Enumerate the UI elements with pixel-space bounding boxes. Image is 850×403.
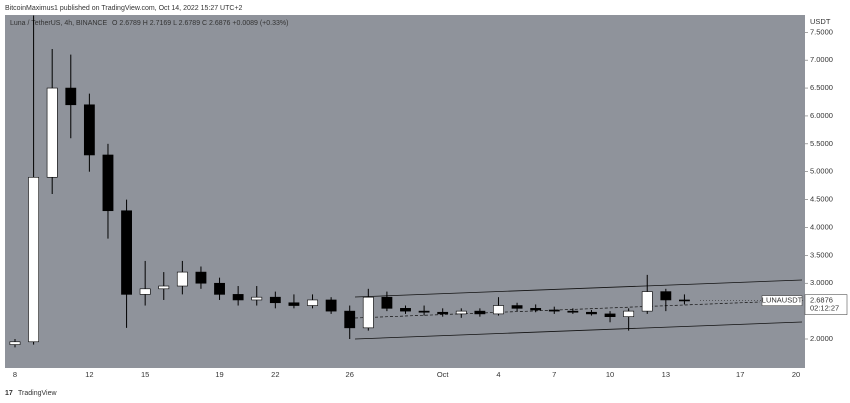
candle-body [400, 308, 411, 312]
candle-body [9, 341, 21, 345]
candle-body [567, 310, 579, 313]
candle-body [269, 296, 281, 304]
x-tick-label: 17 [736, 370, 744, 379]
axis-unit: USDT [810, 17, 831, 26]
candle-body [679, 299, 690, 302]
candle-body [102, 154, 114, 212]
price-tag [804, 294, 848, 315]
candle-body [641, 291, 653, 312]
candle-body [288, 302, 300, 306]
x-tick-label: 19 [215, 370, 223, 379]
x-tick-label: 13 [662, 370, 670, 379]
candle-body [530, 308, 542, 311]
candle-body [344, 310, 356, 329]
candle-body [325, 299, 337, 312]
symbol-label: LUNAUSDT [762, 296, 803, 305]
brand-logo: 17 [5, 390, 13, 397]
candle-body [548, 309, 560, 312]
channel-upper [354, 279, 803, 298]
x-tick-label: 22 [271, 370, 279, 379]
candle-body [83, 104, 95, 156]
candle-body [660, 291, 672, 301]
candle-body [362, 296, 374, 329]
x-tick-label: 12 [85, 370, 93, 379]
candle-body [307, 299, 318, 306]
candle-body [455, 310, 467, 315]
y-tick-label: 6.5000 [810, 83, 833, 92]
price-axis [805, 15, 850, 383]
x-tick-label: 26 [346, 370, 354, 379]
candle-body [623, 310, 635, 317]
candle-body [251, 296, 263, 301]
candle-body [28, 176, 40, 343]
plot-area [5, 15, 805, 368]
y-tick-label: 4.5000 [810, 195, 833, 204]
x-tick-label: 7 [552, 370, 556, 379]
countdown-label: 02:12:27 [810, 304, 839, 313]
candle-body [195, 271, 207, 284]
channel-lower [354, 321, 803, 340]
candle-body [121, 210, 132, 295]
candle-body [176, 271, 188, 287]
symbol-tag [761, 295, 803, 306]
last-price-label: 2.6876 [810, 296, 833, 305]
y-tick-label: 2.0000 [810, 334, 833, 343]
publisher: BitcoinMaximus1 published on TradingView… [5, 5, 243, 12]
y-tick-label: 7.0000 [810, 55, 833, 64]
x-tick-label: Oct [437, 370, 450, 379]
x-tick-label: 4 [496, 370, 500, 379]
candle-body [232, 294, 244, 301]
candles [9, 15, 690, 348]
y-tick-label: 3.0000 [810, 278, 833, 287]
y-tick-label: 6.0000 [810, 111, 833, 120]
time-axis [0, 368, 805, 383]
x-tick-label: 20 [792, 370, 800, 379]
y-tick-label: 4.0000 [810, 222, 833, 231]
candle-body [214, 282, 225, 295]
y-tick-label: 5.0000 [810, 167, 833, 176]
candle-body [139, 288, 151, 295]
candle-body [474, 310, 486, 315]
quote: O 2.6789 H 2.7169 L 2.6789 C 2.6876 +0.0… [112, 20, 288, 27]
brand: 17 TradingView [5, 390, 57, 397]
x-tick-label: 10 [606, 370, 614, 379]
candle-body [493, 305, 504, 315]
x-tick-label: 15 [141, 370, 149, 379]
brand-name: TradingView [18, 390, 57, 397]
candle-body [158, 285, 170, 290]
candle-body [437, 311, 449, 315]
candle-body [46, 87, 58, 178]
y-tick-label: 7.5000 [810, 27, 833, 36]
candle-body [586, 311, 597, 315]
candle-body [418, 310, 430, 313]
candle-body [65, 87, 77, 106]
y-tick-label: 3.5000 [810, 250, 833, 259]
y-tick-label: 5.5000 [810, 139, 833, 148]
x-tick-label: 8 [13, 370, 17, 379]
candle-body [511, 305, 523, 309]
candle-body [381, 296, 393, 309]
chart-title: Luna / TetherUS, 4h, BINANCE [10, 20, 107, 27]
candle-body [604, 313, 616, 317]
